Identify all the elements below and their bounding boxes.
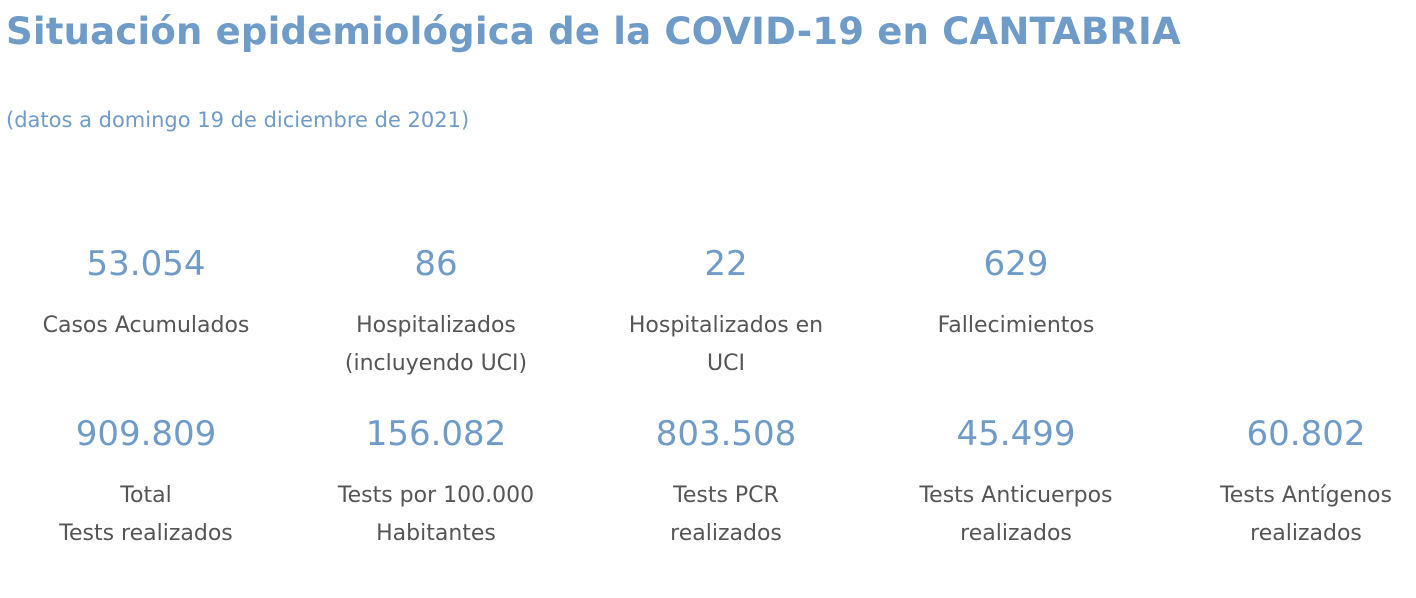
stat-value: 156.082: [365, 414, 507, 454]
stat-label: Total Tests realizados: [59, 483, 233, 546]
stat-value: 22: [704, 244, 748, 284]
stat-label: Tests por 100.000 Habitantes: [337, 483, 535, 546]
stat-hospitalizados-uci: 22 Hospitalizados en UCI: [611, 242, 841, 383]
stat-value: 45.499: [956, 414, 1076, 454]
stat-label: Fallecimientos: [937, 313, 1095, 338]
stat-value: 53.054: [86, 244, 206, 284]
stat-label: Casos Acumulados: [42, 313, 250, 338]
stat-casos-acumulados: 53.054 Casos Acumulados: [31, 242, 261, 345]
stat-tests-anticuerpos: 45.499 Tests Anticuerpos realizados: [901, 412, 1131, 553]
date-note: (datos a domingo 19 de diciembre de 2021…: [6, 108, 470, 132]
stat-fallecimientos: 629 Fallecimientos: [901, 242, 1131, 345]
stat-label: Tests PCR realizados: [670, 483, 782, 546]
stat-value: 60.802: [1246, 414, 1366, 454]
stat-hospitalizados: 86 Hospitalizados (incluyendo UCI): [321, 242, 551, 383]
stat-total-tests: 909.809 Total Tests realizados: [31, 412, 261, 553]
stat-value: 909.809: [75, 414, 217, 454]
stat-label: Hospitalizados (incluyendo UCI): [344, 313, 528, 376]
stat-tests-antigenos: 60.802 Tests Antígenos realizados: [1191, 412, 1416, 553]
stat-value: 629: [983, 244, 1049, 284]
stat-tests-pcr: 803.508 Tests PCR realizados: [611, 412, 841, 553]
stat-label: Tests Anticuerpos realizados: [919, 483, 1113, 546]
stat-value: 86: [414, 244, 458, 284]
stat-label: Hospitalizados en UCI: [628, 313, 824, 376]
stat-label: Tests Antígenos realizados: [1220, 483, 1392, 546]
page-title: Situación epidemiológica de la COVID-19 …: [6, 10, 1181, 53]
stat-value: 803.508: [655, 414, 797, 454]
stat-tests-por-100000: 156.082 Tests por 100.000 Habitantes: [321, 412, 551, 553]
